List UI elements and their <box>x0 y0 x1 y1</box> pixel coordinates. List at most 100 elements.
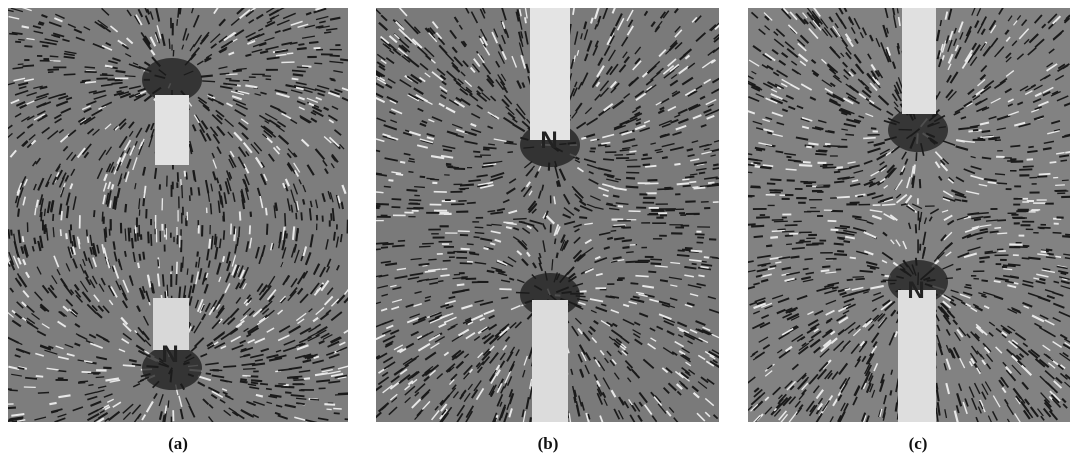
filing <box>882 204 895 205</box>
filing <box>34 238 35 244</box>
filing <box>605 296 614 297</box>
filing <box>822 266 830 267</box>
filing <box>296 231 297 242</box>
filing <box>1039 279 1045 280</box>
filing <box>384 186 391 187</box>
filing <box>890 390 891 395</box>
filing <box>414 187 425 188</box>
magnet <box>902 8 936 114</box>
filing <box>962 201 968 202</box>
filing <box>992 138 1000 139</box>
filing <box>626 252 634 253</box>
filing <box>297 48 307 49</box>
filing <box>338 393 348 394</box>
filing <box>331 80 336 81</box>
filing <box>579 217 587 218</box>
filing <box>125 204 126 212</box>
magnet <box>155 95 189 165</box>
filing <box>614 238 624 239</box>
filing <box>251 383 258 384</box>
filing <box>803 162 811 163</box>
filing <box>260 384 268 385</box>
filing <box>988 182 998 183</box>
filing <box>1027 151 1037 152</box>
filing <box>487 271 495 272</box>
filing <box>330 56 340 57</box>
filing <box>855 279 864 280</box>
filing <box>483 163 494 164</box>
filing <box>237 237 238 246</box>
filing <box>168 400 169 407</box>
magnet <box>532 300 568 422</box>
filing <box>331 213 332 220</box>
filing <box>66 233 67 239</box>
filing <box>25 378 37 379</box>
filing <box>484 248 489 249</box>
filing <box>469 252 475 253</box>
filing <box>896 403 897 412</box>
filing <box>196 262 197 268</box>
filing <box>372 192 383 193</box>
filing <box>266 79 271 80</box>
filing <box>1039 174 1051 175</box>
filing <box>215 234 216 245</box>
filing <box>275 386 283 387</box>
filing <box>557 181 558 187</box>
filing <box>974 219 981 220</box>
filing <box>151 234 152 246</box>
filing <box>223 256 224 262</box>
filing <box>287 377 298 378</box>
filing <box>574 397 575 403</box>
filing <box>792 248 805 249</box>
filing <box>626 154 635 155</box>
filing <box>287 53 293 54</box>
filing <box>345 419 352 420</box>
filing <box>240 379 247 380</box>
filing <box>125 76 136 77</box>
filing <box>244 355 250 357</box>
filing <box>298 44 304 45</box>
filing <box>139 254 140 261</box>
filing <box>106 227 107 238</box>
filing <box>912 178 913 185</box>
filing <box>775 262 781 263</box>
filing <box>513 219 527 220</box>
filing <box>463 290 469 291</box>
filing <box>42 46 48 47</box>
filing <box>18 39 24 40</box>
filing <box>447 167 455 168</box>
filing <box>607 238 613 239</box>
filing <box>1010 146 1020 147</box>
filing <box>834 172 840 173</box>
filing <box>304 378 310 379</box>
filing <box>744 224 756 225</box>
filing <box>1023 166 1034 167</box>
magnet <box>898 290 936 422</box>
filing <box>1050 162 1057 163</box>
filing <box>1043 148 1052 149</box>
filing <box>324 32 331 33</box>
filing <box>852 216 861 217</box>
filing <box>530 417 531 424</box>
filing <box>179 287 180 300</box>
filing <box>129 228 130 242</box>
filing <box>163 274 164 286</box>
filing <box>997 233 1007 234</box>
filing <box>704 257 709 258</box>
filing <box>53 227 54 237</box>
filing <box>834 181 844 182</box>
filing <box>755 166 761 167</box>
filing <box>979 261 984 262</box>
filing <box>1055 185 1065 186</box>
filing <box>782 231 794 232</box>
filing <box>620 150 630 151</box>
filing <box>1037 176 1047 177</box>
filing <box>112 184 113 189</box>
filing <box>381 247 388 248</box>
filing <box>985 251 993 252</box>
filing <box>186 172 187 179</box>
filing <box>643 154 648 155</box>
filing <box>776 151 784 152</box>
filing <box>177 19 178 26</box>
filing <box>852 277 863 278</box>
